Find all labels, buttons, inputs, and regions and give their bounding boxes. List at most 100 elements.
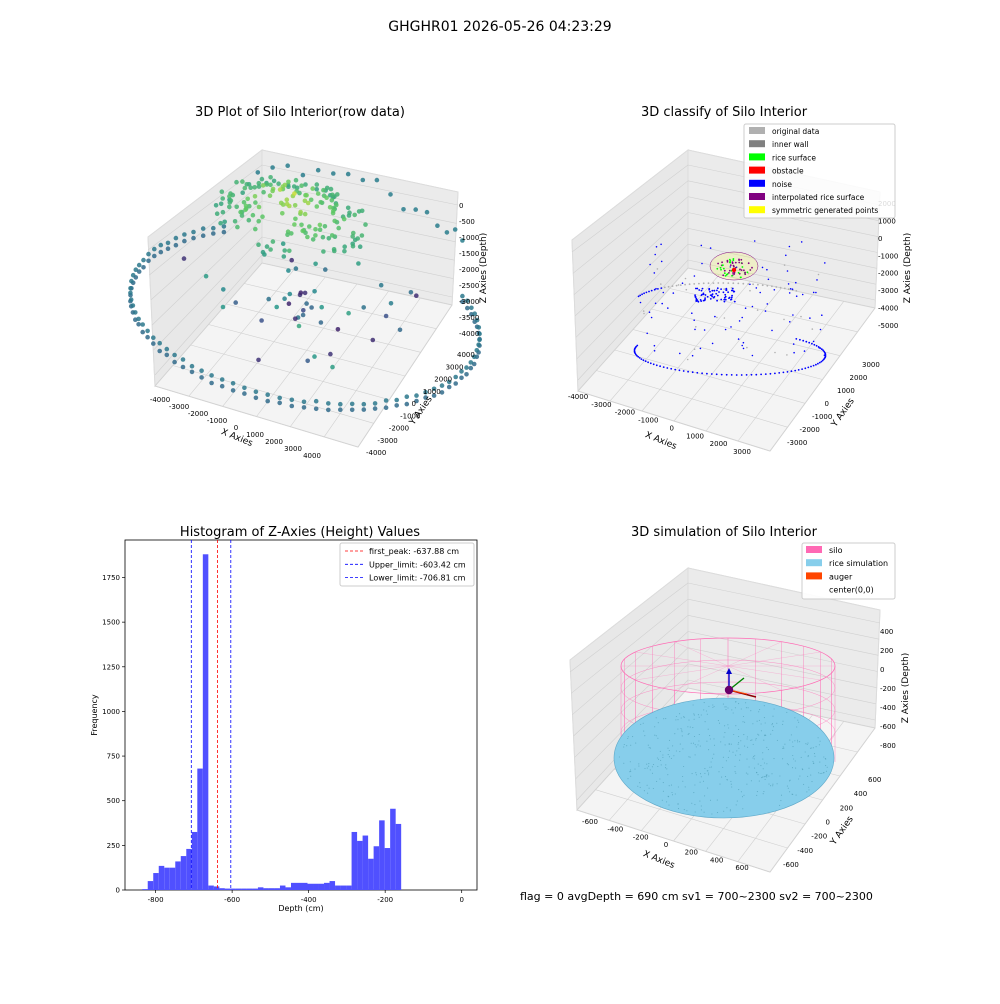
panel1-data-point	[199, 375, 204, 380]
panel1-data-point	[253, 200, 258, 205]
panel4-rice-point	[654, 726, 656, 728]
panel-classify: 3D classify of Silo Interior -4000-3000-…	[568, 105, 913, 456]
panel4-rice-point	[795, 794, 797, 796]
panel2-data-point	[737, 271, 740, 274]
panel1-data-point	[287, 248, 292, 254]
panel2-data-point	[643, 292, 645, 295]
panel1-data-point	[302, 211, 308, 217]
panel1-data-point	[326, 236, 332, 241]
panel2-data-point	[649, 362, 652, 365]
panel4-rice-point	[794, 717, 796, 719]
panel1-data-point	[253, 395, 259, 401]
panel2-data-point	[823, 354, 826, 357]
panel1-data-point	[220, 209, 226, 215]
panel4-gridline	[575, 663, 689, 779]
panel3-bar	[301, 882, 308, 890]
panel2-data-point	[808, 341, 811, 344]
status-footer: flag = 0 avgDepth = 690 cm sv1 = 700~230…	[520, 890, 873, 903]
panel4-rice-point	[723, 810, 725, 812]
panel1-data-point	[476, 342, 481, 348]
panel1-data-point	[465, 305, 470, 311]
panel3-vlines	[190, 540, 232, 890]
panel2-data-point	[720, 298, 723, 301]
panel1-gridline	[147, 164, 263, 251]
panel1-data-point	[164, 346, 170, 352]
panel2-data-point	[642, 310, 645, 312]
panel4-rice-point	[682, 775, 684, 778]
panel4-rice-point	[806, 743, 808, 746]
panel2-data-point	[795, 295, 798, 298]
panel4-rice-point	[724, 732, 726, 734]
panel4-rice-point	[674, 793, 676, 795]
panel2-data-point	[642, 359, 645, 362]
panel4-rice-point	[639, 782, 641, 784]
panel3-y-ticks: 0 250 500 750 1000 1250 1500 1750	[102, 574, 125, 895]
panel4-rice-point	[731, 709, 733, 711]
panel1-points	[128, 163, 482, 413]
panel4-x-tick-label: -600	[582, 818, 598, 826]
panel4-rice-point	[708, 772, 710, 774]
panel4-rice-point	[748, 766, 750, 768]
panel4-rice-point	[762, 793, 764, 795]
panel1-data-point	[439, 390, 445, 395]
panel2-data-point	[696, 287, 699, 290]
panel4-rice-point	[802, 769, 804, 771]
panel2-data-point	[731, 274, 733, 277]
panel4-rice-point	[752, 757, 754, 759]
panel4-rice-point	[764, 775, 766, 778]
panel4-rice-point	[652, 787, 654, 790]
panel2-zlabel: Z Axies (Depth)	[903, 233, 913, 304]
panel4-rice-point	[763, 717, 765, 719]
panel4-rice-point	[668, 749, 670, 752]
panel1-data-point	[464, 365, 469, 370]
panel2-data-point	[694, 294, 696, 297]
panel4-rice-point	[747, 707, 749, 709]
panel4-rice-point	[787, 764, 789, 766]
panel4-rice-point	[661, 799, 663, 801]
panel4-rice-point	[675, 715, 677, 718]
panel1-data-point	[133, 267, 139, 273]
panel4-rice-point	[659, 778, 661, 780]
panel1-data-point	[280, 211, 285, 216]
panel1-data-point	[350, 234, 356, 239]
panel1-data-point	[363, 222, 368, 227]
panel4-rice-point	[782, 747, 784, 750]
panel4-rice-point	[704, 768, 706, 770]
panel2-data-point	[792, 314, 794, 316]
panel1-data-point	[218, 220, 223, 226]
panel1-data-point	[413, 207, 419, 212]
panel3-bar	[357, 840, 363, 890]
panel1-data-point	[356, 261, 361, 266]
panel4-rice-point	[782, 746, 784, 748]
panel2-data-point	[789, 321, 791, 323]
panel1-title: 3D Plot of Silo Interior(row data)	[195, 105, 405, 120]
panel4-rice-point	[692, 742, 695, 744]
panel1-data-point	[329, 198, 335, 203]
panel1-data-point	[301, 399, 307, 405]
panel2-data-point	[654, 302, 657, 305]
panel1-gridline	[172, 365, 374, 424]
panel1-data-point	[203, 273, 209, 279]
panel1-data-point	[218, 201, 224, 207]
panel4-rice-point	[703, 702, 705, 704]
panel2-data-point	[709, 290, 711, 293]
panel4-rice-point	[735, 754, 737, 756]
panel4-rice-point	[797, 719, 799, 721]
panel1-data-point	[342, 244, 348, 249]
panel1-data-point	[300, 312, 306, 318]
panel1-data-point	[476, 325, 482, 330]
panel4-rice-point	[651, 772, 654, 774]
panel4-rice-point	[728, 750, 731, 752]
panel2-data-point	[731, 287, 734, 290]
panel2-data-point	[710, 373, 713, 375]
panel2-x-tick-label: 2000	[710, 440, 728, 448]
panel3-y-tick-label: 1750	[102, 574, 120, 582]
panel2-data-point	[747, 272, 750, 275]
panel1-data-point	[431, 386, 437, 392]
panel1-data-point	[345, 205, 351, 211]
panel2-data-point	[737, 338, 740, 340]
panel2-data-point	[650, 316, 653, 319]
panel4-rice-point	[750, 739, 752, 741]
panel2-data-point	[716, 294, 719, 297]
panel1-data-point	[260, 183, 266, 188]
